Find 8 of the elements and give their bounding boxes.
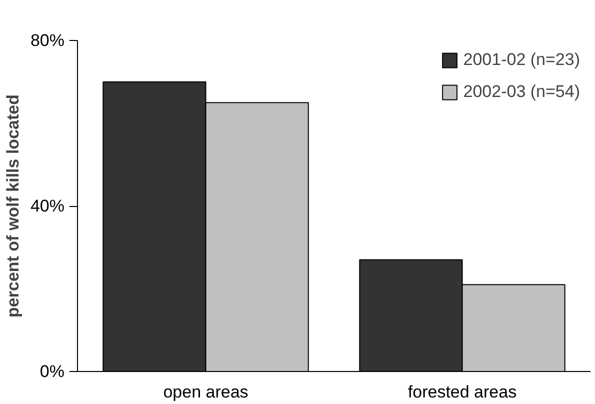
x-tick-label: forested areas	[408, 382, 517, 402]
y-tick-label: 0%	[40, 362, 65, 381]
y-tick-label: 80%	[30, 31, 65, 50]
legend-label: 2001-02 (n=23)	[463, 50, 580, 70]
legend-label: 2002-03 (n=54)	[463, 82, 580, 102]
y-tick-label: 40%	[30, 196, 65, 216]
x-tick-label: open areas	[163, 382, 248, 402]
y-axis-title: percent of wolf kills located	[3, 94, 22, 318]
